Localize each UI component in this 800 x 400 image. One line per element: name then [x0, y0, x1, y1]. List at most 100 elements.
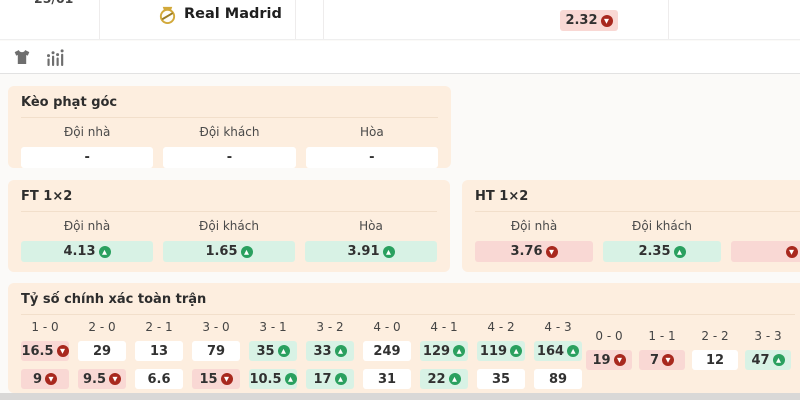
score-column: 1 - 0 16.5 9 [21, 319, 69, 397]
odds-cell[interactable]: 164 [534, 341, 582, 361]
column-header: Đội khách [632, 219, 692, 233]
odds-value: 4.13 [63, 244, 96, 259]
odds-value: 31 [377, 371, 397, 387]
odds-value: 12 [705, 352, 725, 368]
odds-value: 9 [32, 371, 43, 387]
trend-up-icon [98, 245, 111, 258]
odds-cell[interactable]: 33 [306, 341, 354, 361]
odds-cell[interactable]: 13 [135, 341, 183, 361]
odds-cell[interactable]: 2.35 [603, 241, 721, 262]
odds-cell[interactable]: 19 [586, 350, 632, 370]
odds-cell[interactable]: 47 [745, 350, 791, 370]
column-header: Đội nhà [63, 219, 111, 233]
trend-icon [220, 373, 233, 385]
correct-score-panel: Tỷ số chính xác toàn trận 1 - 0 16.5 9 2… [8, 283, 800, 393]
odds-cell[interactable]: 10.5 [249, 369, 297, 389]
column-home: Đội nhà - [21, 125, 154, 168]
toolbar [0, 41, 800, 74]
odds-cell[interactable]: - [305, 147, 438, 168]
score-grid: 1 - 0 16.5 9 2 - 0 29 9.5 2 - 1 [21, 319, 583, 397]
odds-cell[interactable] [731, 241, 800, 262]
odds-cell[interactable]: 3.76 [475, 241, 593, 262]
score-column: 3 - 2 33 17 [306, 319, 354, 397]
odds-cell[interactable]: 79 [192, 341, 240, 361]
jersey-icon[interactable] [12, 47, 32, 67]
trend-icon [772, 354, 785, 366]
odds-value: 3.76 [510, 244, 543, 259]
odds-cell[interactable]: 12 [692, 350, 738, 370]
trend-icon [45, 373, 58, 385]
odds-cell[interactable]: 16.5 [21, 341, 69, 361]
odds-value: 22 [427, 371, 446, 387]
trend-down-icon [545, 245, 558, 258]
trend-icon [334, 345, 347, 357]
odds-cell[interactable]: 29 [78, 341, 126, 361]
odds-value: 89 [548, 371, 568, 387]
odds-cell[interactable]: - [163, 147, 296, 168]
column-header: Đội nhà [63, 125, 111, 139]
odds-cell[interactable]: - [21, 147, 154, 168]
column-header: Đội khách [199, 219, 259, 233]
odds-columns: Đội nhà 4.13 Đội khách 1.65 Hòa 3.91 [21, 219, 437, 262]
score-column: 3 - 0 79 15 [192, 319, 240, 397]
odds-cell[interactable]: 31 [363, 369, 411, 389]
odds-value: 15 [199, 371, 218, 387]
odds-cell[interactable]: 35 [477, 369, 525, 389]
team-cell[interactable]: Real Madrid [158, 2, 282, 26]
score-label: 1 - 1 [648, 329, 676, 343]
trend-icon [453, 345, 466, 357]
fixture-row: 25/01 Real Madrid 2.32 [0, 0, 800, 40]
odds-cell[interactable]: 129 [420, 341, 468, 361]
odds-value: - [226, 150, 233, 165]
match-date: 25/01 [34, 0, 73, 6]
odds-cell[interactable]: 4.13 [21, 241, 153, 262]
corner-odds-panel: Kèo phạt góc Đội nhà - Đội khách - Hòa [8, 86, 451, 168]
team-name: Real Madrid [184, 6, 282, 22]
column-header: Đội nhà [510, 219, 558, 233]
odds-cell[interactable]: 9 [21, 369, 69, 389]
odds-value: - [369, 150, 375, 165]
odds-cell[interactable]: 17 [306, 369, 354, 389]
odds-cell[interactable]: 1.65 [163, 241, 295, 262]
column-divider [295, 0, 296, 39]
odds-cell[interactable]: 9.5 [78, 369, 126, 389]
odds-cell[interactable]: 3.91 [305, 241, 437, 262]
odds-cell[interactable]: 7 [639, 350, 685, 370]
score-label: 4 - 1 [430, 320, 458, 334]
column-away: Đội khách 1.65 [163, 219, 295, 262]
score-column: 4 - 0 249 31 [363, 319, 411, 397]
odds-cell[interactable]: 249 [363, 341, 411, 361]
odds-cell[interactable]: 22 [420, 369, 468, 389]
trend-down-icon [600, 14, 613, 27]
trend-icon [284, 373, 297, 385]
score-label: 3 - 3 [754, 329, 782, 343]
ht-1x2-panel: HT 1×2 Đội nhà 3.76 Đội khách 2.35 [462, 180, 800, 272]
odds-cell[interactable]: 15 [192, 369, 240, 389]
column-away: Đội khách - [163, 125, 296, 168]
score-column: 3 - 1 35 10.5 [249, 319, 297, 397]
odds-columns: Đội nhà - Đội khách - Hòa - [21, 125, 438, 168]
trend-icon [662, 354, 675, 366]
score-column: 2 - 0 29 9.5 [78, 319, 126, 397]
odds-cell[interactable]: 89 [534, 369, 582, 389]
fixture-odds-cell[interactable]: 2.32 [560, 10, 618, 31]
score-column: 1 - 1 7 [639, 328, 685, 378]
panel-title: FT 1×2 [21, 189, 437, 212]
score-label: 2 - 1 [145, 320, 173, 334]
score-label: 3 - 0 [202, 320, 230, 334]
score-column: 4 - 1 129 22 [420, 319, 468, 397]
odds-value: 6.6 [147, 371, 171, 387]
odds-columns: Đội nhà 3.76 Đội khách 2.35 [475, 219, 800, 262]
column-header: Đội khách [199, 125, 260, 139]
odds-cell[interactable]: 35 [249, 341, 297, 361]
column-draw: Hòa - [305, 125, 438, 168]
trend-up-icon [240, 245, 253, 258]
odds-cell[interactable]: 6.6 [135, 369, 183, 389]
trend-icon [510, 345, 523, 357]
score-label: 2 - 2 [701, 329, 729, 343]
odds-value: 129 [422, 343, 451, 359]
bar-chart-icon[interactable] [45, 47, 65, 67]
ft-1x2-panel: FT 1×2 Đội nhà 4.13 Đội khách 1.65 Hòa [8, 180, 450, 272]
odds-cell[interactable]: 119 [477, 341, 525, 361]
odds-value: 1.65 [205, 244, 238, 259]
